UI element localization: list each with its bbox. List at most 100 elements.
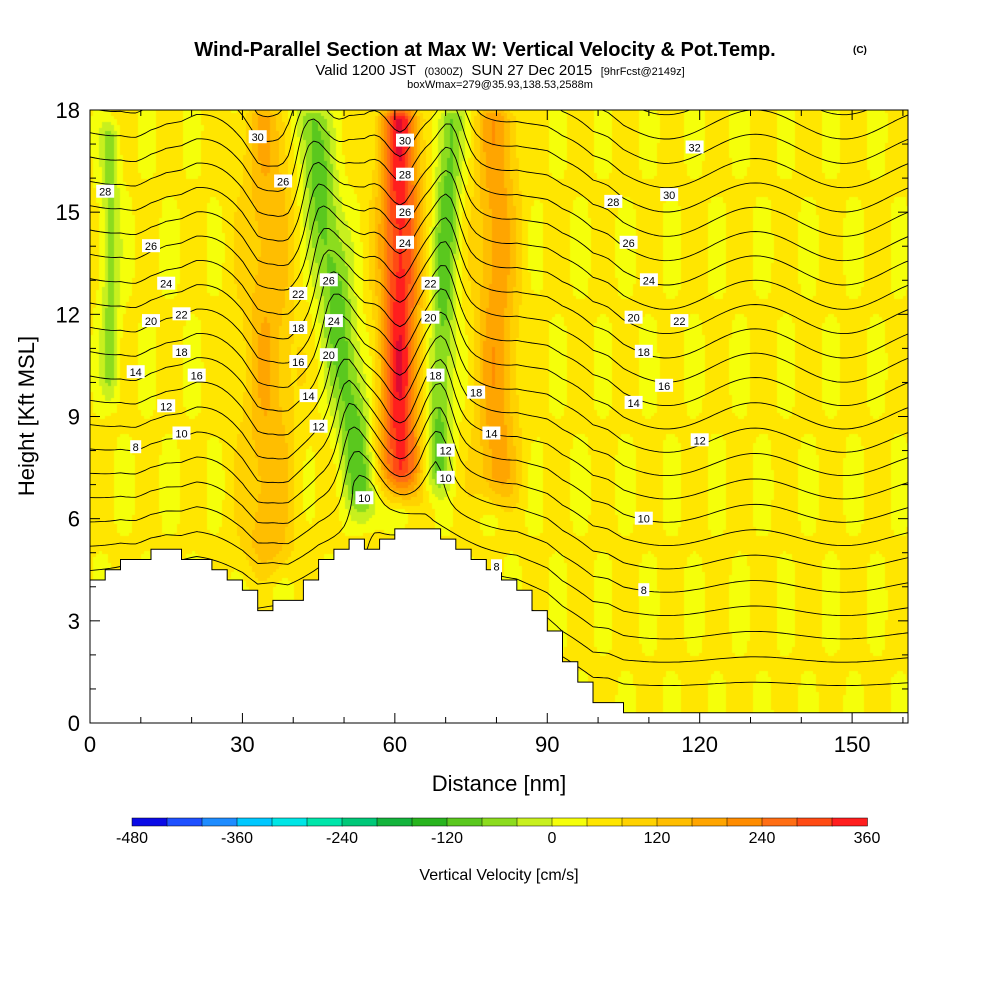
theta-contour-27 <box>90 110 908 237</box>
theta-label-bg <box>396 133 414 147</box>
theta-label-bg <box>491 559 502 573</box>
theta-label-bg <box>638 583 650 597</box>
theta-label: 16 <box>191 371 203 383</box>
theta-label: 12 <box>312 422 324 434</box>
theta-label-bg <box>396 167 414 181</box>
theta-label: 18 <box>429 371 441 383</box>
theta-label: 20 <box>323 350 335 362</box>
theta-label: 8 <box>493 561 499 573</box>
colorbar-tick-label: -120 <box>431 830 463 847</box>
theta-label: 24 <box>643 275 655 287</box>
x-tick-label: 30 <box>230 732 254 757</box>
theta-label: 20 <box>424 313 436 325</box>
theta-contour-14 <box>90 402 908 547</box>
theta-label: 26 <box>277 177 289 189</box>
theta-label: 18 <box>470 388 482 400</box>
theta-label: 14 <box>627 398 639 410</box>
theta-contour-16 <box>90 358 908 500</box>
theta-label-bg <box>639 273 658 287</box>
colorbar-swatch <box>691 817 728 827</box>
colorbar-title: Vertical Velocity [cm/s] <box>419 867 578 884</box>
theta-label: 18 <box>638 347 650 359</box>
theta-label-bg <box>319 273 338 287</box>
theta-contour-30 <box>254 110 908 164</box>
theta-label-bg <box>624 395 643 409</box>
theta-label: 14 <box>485 429 497 441</box>
theta-label-bg <box>655 378 674 392</box>
theta-label-bg <box>130 440 142 454</box>
theta-label-bg <box>396 235 414 249</box>
theta-contour-28 <box>90 110 908 213</box>
theta-label-bg <box>324 314 343 328</box>
subtitle-forecast: [9hrFcst@2149z] <box>601 66 685 78</box>
y-axis: 0 3 6 9 12 15 18 <box>56 98 908 736</box>
colorbar-swatch <box>761 817 798 827</box>
colorbar-swatch <box>796 817 833 827</box>
x-tick-label: 0 <box>84 732 96 757</box>
theta-label-bg <box>289 321 308 334</box>
theta-label-bg <box>436 443 455 457</box>
theta-label-bg <box>355 491 374 505</box>
theta-label: 24 <box>328 316 340 328</box>
colorbar-swatch <box>516 817 553 827</box>
colorbar-swatch <box>446 817 483 827</box>
theta-label: 28 <box>399 170 411 182</box>
theta-label-bg <box>421 310 440 324</box>
theta-label: 10 <box>638 514 650 526</box>
chart-subtitle: Valid 1200 JST (0300Z) SUN 27 Dec 2015 [… <box>315 62 684 79</box>
terrain-mask <box>90 528 908 723</box>
theta-label: 26 <box>399 207 411 219</box>
theta-contour-18 <box>90 311 908 453</box>
colorbar: -480 -360 -240 -120 0 120 240 360 <box>116 817 881 847</box>
theta-contour-17 <box>90 335 908 477</box>
theta-label: 30 <box>252 132 264 144</box>
colorbar-swatch <box>621 817 658 827</box>
theta-label: 28 <box>99 187 111 199</box>
theta-label: 16 <box>292 357 304 369</box>
theta-label-bg <box>299 389 318 403</box>
theta-label-bg <box>670 314 689 328</box>
theta-label-bg <box>187 368 206 382</box>
chart-subtitle-box: boxWmax=279@35.93,138.53,2588m <box>407 79 593 91</box>
theta-label: 30 <box>663 190 675 202</box>
subtitle-zulu: (0300Z) <box>424 66 463 78</box>
colorbar-swatch <box>271 817 308 827</box>
theta-labels: 28 26 24 22 20 18 16 14 12 10 8 30 26 22 18 16 14 12 26 24 2… <box>96 130 709 597</box>
theta-contour-26 <box>90 123 908 262</box>
theta-label-bg <box>396 205 414 219</box>
colorbar-swatch <box>656 817 693 827</box>
colorbar-tick-label: 0 <box>548 830 557 847</box>
theta-label-bg <box>690 433 709 447</box>
theta-label: 26 <box>145 241 157 253</box>
y-tick-label: 0 <box>68 711 80 736</box>
theta-label: 22 <box>673 316 685 328</box>
colorbar-swatch <box>586 817 623 827</box>
colorbar-swatch <box>551 817 588 827</box>
title-mark: (C) <box>853 45 867 56</box>
theta-label: 30 <box>399 136 411 148</box>
colorbar-swatch <box>726 817 763 827</box>
theta-label: 10 <box>358 493 370 505</box>
theta-label-bg <box>426 368 445 382</box>
theta-label-bg <box>172 344 191 358</box>
theta-label: 24 <box>399 238 411 250</box>
colorbar-tick-label: 360 <box>854 830 881 847</box>
theta-label: 8 <box>641 585 647 597</box>
theta-label: 24 <box>160 279 172 291</box>
theta-contour-12 <box>90 450 908 593</box>
theta-label-bg <box>421 276 440 290</box>
colorbar-swatch <box>481 817 518 827</box>
theta-label: 18 <box>292 323 304 335</box>
colorbar-swatch <box>831 817 868 827</box>
theta-label: 26 <box>323 275 335 287</box>
theta-contour-25 <box>90 146 908 286</box>
theta-label: 20 <box>145 316 157 328</box>
theta-label: 18 <box>175 347 187 359</box>
theta-label-bg <box>142 239 160 253</box>
colorbar-tick-label: 120 <box>644 830 671 847</box>
theta-label-bg <box>604 194 623 208</box>
theta-label-bg <box>126 365 145 379</box>
theta-label: 16 <box>658 381 670 393</box>
theta-label-bg <box>482 426 501 440</box>
